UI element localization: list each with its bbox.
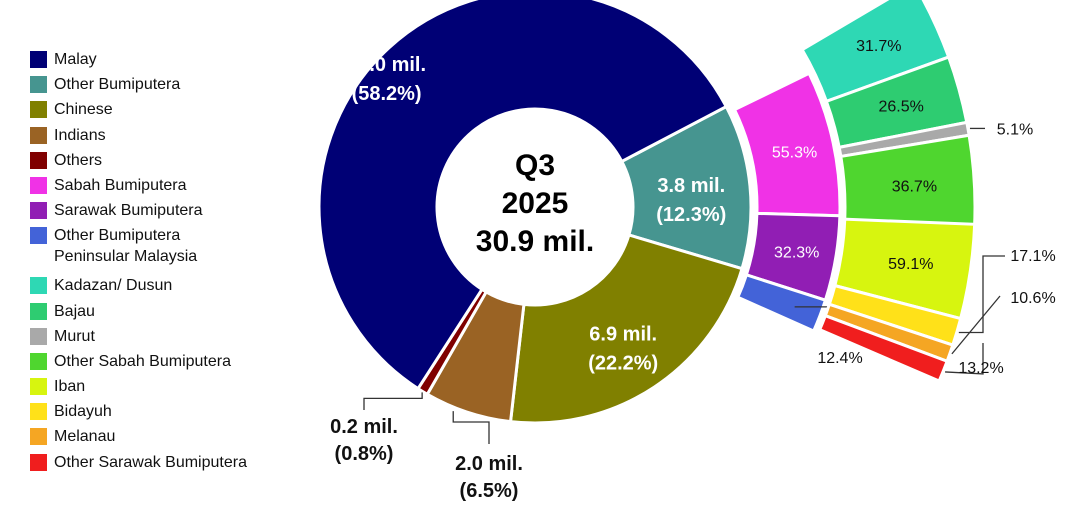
legend-item-sabah-bumiputera: Sabah Bumiputera [30, 175, 247, 200]
legend-swatch [30, 176, 47, 194]
sabah-label-bajau: 26.5% [878, 98, 923, 115]
legend-swatch [30, 403, 47, 421]
legend-label: Kadazan/ Dusun [54, 277, 173, 295]
sarawak-label-iban: 59.1% [888, 256, 933, 273]
leader-indians [452, 411, 490, 444]
sarawak-slice-other-sarawak-bumiputera [817, 313, 950, 384]
sarawak-label-other: 13.2% [958, 360, 1003, 377]
legend-item-sarawak-bumiputera: Sarawak Bumiputera [30, 200, 247, 225]
legend-label: Other Sabah Bumiputera [54, 352, 231, 370]
breakdown-label-sabah-bumiputera: 55.3% [772, 144, 817, 161]
legend-swatch [30, 327, 47, 345]
sarawak-label-bidayuh: 17.1% [1010, 248, 1055, 265]
legend-item-other-bumiputera-peninsular-malaysia: Other Bumiputera Peninsular Malaysia [30, 225, 247, 275]
legend-swatch [30, 76, 47, 94]
legend-item-others: Others [30, 150, 247, 175]
legend-swatch [30, 352, 47, 370]
legend-label: Sarawak Bumiputera [54, 202, 203, 220]
legend-swatch [30, 428, 47, 446]
slice-label-chinese: 6.9 mil. (22.2%) [588, 323, 658, 374]
legend-item-murut: Murut [30, 326, 247, 351]
slice-label-indians: 2.0 mil. (6.5%) [455, 453, 523, 502]
legend-item-iban: Iban [30, 376, 247, 401]
legend-item-kadazan-dusun: Kadazan/ Dusun [30, 275, 247, 300]
legend-swatch [30, 202, 47, 220]
donut-slice-chinese [508, 233, 744, 425]
leader-others [363, 392, 423, 410]
legend-swatch [30, 277, 47, 295]
legend-label: Indians [54, 126, 106, 144]
legend-item-malay: Malay [30, 49, 247, 74]
legend-item-bajau: Bajau [30, 301, 247, 326]
legend-item-other-sarawak-bumiputera: Other Sarawak Bumiputera [30, 452, 247, 477]
sabah-label-other-sabah-bumiputera: 36.7% [892, 178, 937, 195]
legend-label: Bajau [54, 302, 95, 320]
breakdown-slice-other-bumiputera-peninsular-malaysia [735, 272, 828, 334]
legend-swatch [30, 227, 47, 245]
legend-label: Others [54, 151, 103, 169]
legend-label: Other Sarawak Bumiputera [54, 453, 247, 471]
breakdown-label-peninsular: 12.4% [817, 350, 862, 367]
legend-item-other-sabah-bumiputera: Other Sabah Bumiputera [30, 351, 247, 376]
leader-bidayuh [958, 255, 1005, 334]
center-label: Q3 2025 30.9 mil. [476, 149, 594, 258]
sabah-label-kadazan-dusun: 31.7% [856, 38, 901, 55]
legend-swatch [30, 101, 47, 119]
donut-slice-malay [317, 0, 729, 391]
legend-label: Sabah Bumiputera [54, 176, 187, 194]
slice-label-other-bumiputera: 3.8 mil. (12.3%) [656, 175, 726, 226]
legend-label: Bidayuh [54, 403, 112, 421]
legend-item-other-bumiputera: Other Bumiputera [30, 74, 247, 99]
legend-label: Melanau [54, 428, 116, 446]
slice-label-others: 0.2 mil. (0.8%) [330, 416, 398, 465]
legend-item-melanau: Melanau [30, 426, 247, 451]
legend-label: Malay [54, 51, 97, 68]
leader-melanau [951, 295, 1001, 355]
legend-swatch [30, 126, 47, 144]
leader-other-sarawak [945, 343, 984, 375]
legend-label: Chinese [54, 101, 113, 119]
breakdown-label-sarawak-bumiputera: 32.3% [774, 245, 819, 262]
legend-swatch [30, 151, 47, 169]
legend-item-chinese: Chinese [30, 99, 247, 124]
slice-label-malay: 18.0 mil. (58.2%) [347, 54, 426, 105]
legend-label: Other Bumiputera Peninsular Malaysia [54, 227, 198, 266]
legend-item-indians: Indians [30, 125, 247, 150]
chart-legend: Malay Other Bumiputera Chinese Indians Other… [30, 49, 247, 477]
legend-swatch [30, 51, 47, 68]
legend-item-bidayuh: Bidayuh [30, 401, 247, 426]
legend-label: Murut [54, 327, 95, 345]
legend-swatch [30, 453, 47, 471]
legend-label: Iban [54, 378, 86, 396]
sabah-label-murut: 5.1% [997, 121, 1033, 138]
legend-swatch [30, 378, 47, 396]
legend-label: Other Bumiputera [54, 76, 181, 94]
legend-swatch [30, 302, 47, 320]
sarawak-label-melanau: 10.6% [1010, 290, 1055, 307]
